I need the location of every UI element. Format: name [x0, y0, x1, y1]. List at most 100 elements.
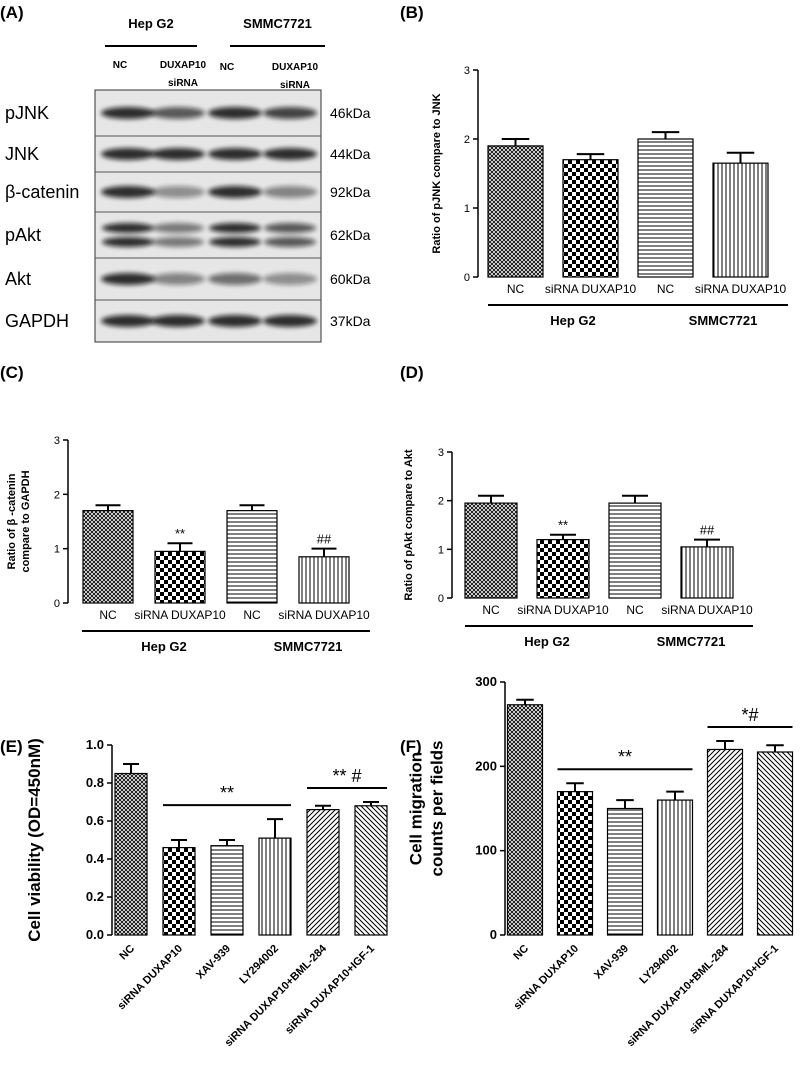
y-tick-label: 100: [475, 843, 497, 858]
significance: **: [175, 526, 185, 541]
y-tick-label: 0.6: [86, 813, 104, 828]
y-axis-label: Ratio of pAkt compare to Akt: [403, 449, 415, 600]
x-tick-label: NC: [657, 282, 675, 296]
x-tick-label: NC: [626, 603, 644, 617]
error-bar: [171, 839, 187, 848]
error-bar: [311, 547, 337, 557]
y-axis-label: Cell migration: [407, 752, 426, 865]
band: [101, 148, 155, 160]
band: [263, 315, 317, 327]
bar: [487, 145, 544, 278]
error-bar: [478, 494, 504, 504]
band: [151, 148, 205, 160]
band: [208, 315, 262, 327]
x-tick-label: siRNA DUXAP10: [545, 282, 637, 296]
band: [263, 148, 317, 160]
band: [209, 223, 261, 233]
bar: [536, 538, 590, 599]
group-label: SMMC7721: [243, 16, 312, 31]
panel-label: (F): [400, 737, 422, 756]
bracket-label: ** #: [332, 766, 361, 786]
x-tick-label: siRNA DUXAP10+BML-284: [223, 942, 330, 1049]
size-label: 37kDa: [330, 313, 371, 329]
x-tick-label: LY294002: [637, 943, 681, 987]
lane-label: DUXAP10: [160, 60, 207, 71]
error-bar: [766, 744, 784, 752]
y-tick-label: 3: [54, 435, 60, 447]
panel-label: (D): [400, 363, 424, 382]
x-tick-label: siRNA DUXAP10: [517, 603, 609, 617]
error-bar: [501, 138, 530, 146]
band: [209, 237, 261, 247]
y-tick-label: 0: [464, 272, 470, 284]
bar: [606, 807, 644, 936]
x-tick-label: LY294002: [237, 943, 281, 987]
band: [151, 186, 205, 198]
group-label: Hep G2: [524, 634, 570, 649]
band: [208, 186, 262, 198]
group-label: SMMC7721: [274, 639, 343, 654]
panel-label: (B): [400, 3, 424, 22]
bar: [637, 138, 694, 278]
y-tick-label: 3: [438, 447, 444, 459]
bar: [210, 845, 244, 936]
band: [208, 273, 262, 285]
error-bar: [576, 153, 605, 160]
x-tick-label: siRNA DUXAP10: [134, 608, 226, 622]
bar: [608, 502, 662, 599]
bar: [656, 799, 694, 936]
size-label: 92kDa: [330, 184, 371, 200]
y-tick-label: 3: [464, 65, 470, 77]
bar: [154, 550, 206, 604]
band: [152, 223, 204, 233]
y-tick-label: 1: [54, 544, 60, 556]
x-tick-label: NC: [507, 282, 525, 296]
bar: [556, 791, 594, 936]
y-axis-label: counts per fields: [428, 740, 447, 876]
group-label: Hep G2: [141, 639, 187, 654]
bar: [162, 846, 196, 936]
x-tick-label: NC: [99, 608, 117, 622]
y-tick-label: 2: [464, 134, 470, 146]
group-label: SMMC7721: [689, 313, 758, 328]
error-bar: [616, 799, 634, 809]
bar: [226, 510, 278, 604]
panel-label: (A): [0, 3, 24, 22]
error-bar: [666, 790, 684, 801]
protein-label: β-catenin: [5, 182, 79, 202]
x-tick-label: NC: [511, 943, 531, 963]
bar: [306, 808, 340, 936]
band: [151, 107, 205, 119]
error-bar: [239, 504, 265, 511]
y-axis-label: Cell viability (OD=450nM): [25, 738, 44, 942]
panel-label: (C): [0, 363, 24, 382]
protein-label: Akt: [5, 269, 31, 289]
y-tick-label: 1.0: [86, 737, 104, 752]
band: [102, 223, 154, 233]
x-tick-label: NC: [117, 943, 137, 963]
error-bar: [315, 804, 331, 810]
significance: ##: [317, 532, 332, 547]
size-label: 44kDa: [330, 146, 371, 162]
bar: [506, 704, 544, 936]
protein-label: pJNK: [5, 103, 49, 123]
x-tick-label: siRNA DUXAP10+BML-284: [625, 942, 732, 1049]
band: [264, 223, 316, 233]
group-label: Hep G2: [128, 16, 174, 31]
bar: [680, 546, 734, 599]
band: [208, 107, 262, 119]
bar: [114, 772, 148, 936]
band: [102, 237, 154, 247]
x-tick-label: siRNA DUXAP10: [695, 282, 787, 296]
bar: [354, 805, 388, 936]
band: [152, 237, 204, 247]
y-axis-label: Ratio of β -catenin: [6, 473, 18, 569]
y-tick-label: 300: [475, 674, 497, 689]
error-bar: [566, 782, 584, 792]
bracket-label: **: [618, 747, 632, 767]
error-bar: [651, 131, 680, 139]
band: [101, 186, 155, 198]
band: [263, 273, 317, 285]
y-axis-label: Ratio of pJNK compare to JNK: [431, 93, 443, 253]
